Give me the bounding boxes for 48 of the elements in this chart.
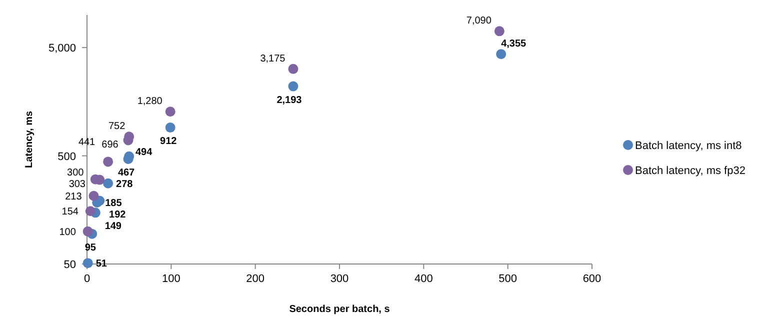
x-tick-label: 400 [414, 273, 433, 285]
point [82, 226, 93, 236]
data-label: 3,175 [260, 53, 286, 64]
data-label: 494 [135, 146, 153, 158]
data-label: 300 [67, 167, 84, 178]
data-label: 100 [59, 226, 76, 238]
legend-label: Batch latency, ms int8 [635, 140, 742, 152]
data-label: 4,355 [501, 38, 527, 50]
x-tick-label: 0 [84, 273, 90, 285]
data-label: 1,280 [137, 96, 163, 108]
data-label: 441 [78, 137, 96, 148]
x-tick-label: 500 [498, 273, 518, 285]
data-label: 467 [118, 167, 136, 178]
data-label: 696 [102, 140, 119, 151]
point [496, 49, 506, 60]
y-tick-label: 500 [58, 150, 76, 163]
point [88, 190, 99, 201]
y-tick-label: 50 [64, 259, 76, 271]
x-tick-label: 100 [162, 273, 180, 285]
y-axis-title: Latency, ms [24, 110, 35, 168]
data-label: 912 [160, 136, 178, 148]
point [288, 64, 298, 74]
point [82, 258, 93, 268]
point [288, 81, 298, 92]
data-label: 95 [84, 242, 96, 254]
data-label: 213 [65, 191, 82, 202]
x-tick-label: 300 [330, 273, 349, 285]
point [165, 106, 176, 117]
data-label: 154 [62, 206, 79, 218]
data-label: 303 [68, 178, 86, 190]
legend-label: Batch latency, ms fp32 [635, 165, 746, 177]
data-label: 752 [108, 121, 126, 132]
x-tick-label: 200 [246, 273, 265, 285]
y-tick-label: 5,000 [48, 42, 76, 55]
data-label: 7,090 [466, 16, 492, 27]
data-label: 51 [96, 258, 108, 270]
point [494, 26, 504, 36]
point [165, 122, 176, 133]
x-axis-title: Seconds per batch, s [289, 304, 390, 315]
point [103, 156, 114, 167]
point [103, 178, 114, 188]
data-label: 185 [105, 198, 122, 210]
point [85, 206, 96, 216]
data-label: 149 [104, 221, 122, 232]
x-tick-label: 600 [582, 273, 602, 285]
data-label: 278 [116, 178, 134, 190]
data-label: 2,193 [276, 94, 302, 106]
data-label: 192 [109, 209, 126, 220]
